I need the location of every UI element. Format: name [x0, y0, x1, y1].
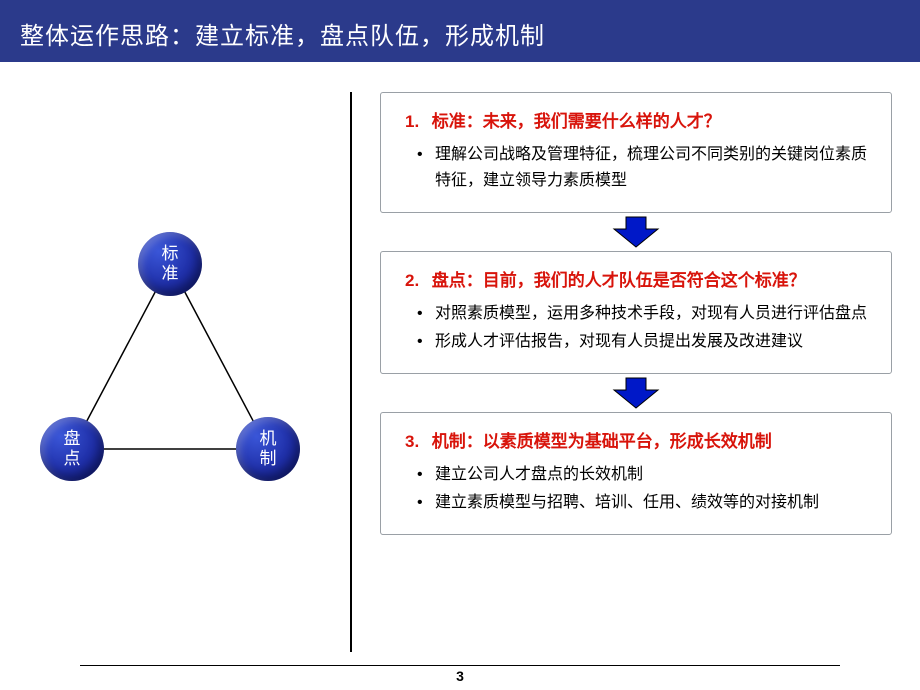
page-number: 3: [0, 668, 920, 684]
box-2-num: 2.: [405, 271, 427, 291]
list-item: 形成人才评估报告，对现有人员提出发展及改进建议: [435, 329, 871, 355]
node-mechanism: 机制: [236, 417, 300, 481]
triangle-panel: 标准 盘点 机制: [0, 62, 350, 652]
content-area: 标准 盘点 机制 1. 标准：未来，我们需要什么样的人才？ 理解公司战略及管理特…: [0, 62, 920, 652]
box-2-bullets: 对照素质模型，运用多种技术手段，对现有人员进行评估盘点 形成人才评估报告，对现有…: [405, 301, 871, 355]
box-1-heading: 标准：未来，我们需要什么样的人才？: [432, 112, 721, 131]
box-1-num: 1.: [405, 112, 427, 132]
box-3-heading: 机制：以素质模型为基础平台，形成长效机制: [432, 432, 772, 451]
arrow-1-2: [380, 213, 892, 251]
down-arrow-icon: [608, 376, 664, 410]
box-2-title: 2. 盘点：目前，我们的人才队伍是否符合这个标准？: [405, 266, 871, 291]
box-3: 3. 机制：以素质模型为基础平台，形成长效机制 建立公司人才盘点的长效机制 建立…: [380, 412, 892, 535]
box-1-bullets: 理解公司战略及管理特征，梳理公司不同类别的关键岗位素质特征，建立领导力素质模型: [405, 142, 871, 194]
box-2-heading: 盘点：目前，我们的人才队伍是否符合这个标准？: [432, 271, 806, 290]
box-2: 2. 盘点：目前，我们的人才队伍是否符合这个标准？ 对照素质模型，运用多种技术手…: [380, 251, 892, 374]
down-arrow-icon: [608, 215, 664, 249]
slide-title: 整体运作思路：建立标准，盘点队伍，形成机制: [20, 23, 545, 50]
box-1-title: 1. 标准：未来，我们需要什么样的人才？: [405, 107, 871, 132]
node-standard-label: 标准: [161, 244, 180, 284]
list-item: 理解公司战略及管理特征，梳理公司不同类别的关键岗位素质特征，建立领导力素质模型: [435, 142, 871, 194]
list-item: 建立素质模型与招聘、培训、任用、绩效等的对接机制: [435, 490, 871, 516]
boxes-panel: 1. 标准：未来，我们需要什么样的人才？ 理解公司战略及管理特征，梳理公司不同类…: [352, 62, 920, 652]
box-3-bullets: 建立公司人才盘点的长效机制 建立素质模型与招聘、培训、任用、绩效等的对接机制: [405, 462, 871, 516]
footer-rule: [80, 665, 840, 666]
box-3-title: 3. 机制：以素质模型为基础平台，形成长效机制: [405, 427, 871, 452]
slide-title-bar: 整体运作思路：建立标准，盘点队伍，形成机制: [0, 0, 920, 62]
arrow-2-3: [380, 374, 892, 412]
node-mechanism-label: 机制: [259, 429, 278, 469]
box-3-num: 3.: [405, 432, 427, 452]
node-inventory-label: 盘点: [63, 429, 82, 469]
triangle-diagram: 标准 盘点 机制: [40, 232, 300, 492]
box-1: 1. 标准：未来，我们需要什么样的人才？ 理解公司战略及管理特征，梳理公司不同类…: [380, 92, 892, 213]
node-standard: 标准: [138, 232, 202, 296]
list-item: 对照素质模型，运用多种技术手段，对现有人员进行评估盘点: [435, 301, 871, 327]
node-inventory: 盘点: [40, 417, 104, 481]
list-item: 建立公司人才盘点的长效机制: [435, 462, 871, 488]
slide-footer: 3: [0, 665, 920, 684]
